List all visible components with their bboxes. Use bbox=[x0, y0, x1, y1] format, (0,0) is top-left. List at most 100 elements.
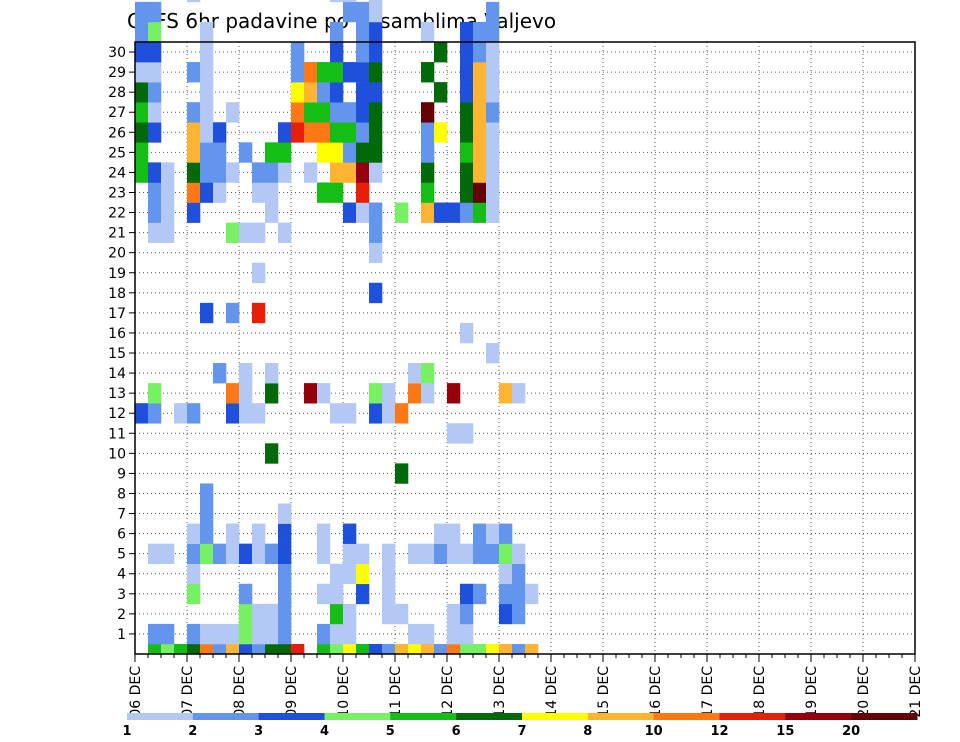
colorbar-label: 1 bbox=[122, 724, 131, 739]
heatmap-cell bbox=[291, 62, 305, 83]
heatmap-cell bbox=[369, 282, 383, 304]
heatmap-cell bbox=[369, 82, 383, 103]
heatmap-cell bbox=[239, 222, 253, 243]
heatmap-cell bbox=[512, 563, 526, 585]
heatmap-cell bbox=[434, 82, 448, 103]
heatmap-cell bbox=[278, 583, 292, 605]
heatmap-cell bbox=[330, 122, 344, 143]
heatmap-cell bbox=[473, 583, 487, 605]
heatmap-cell bbox=[330, 583, 344, 605]
heatmap-cell bbox=[148, 182, 162, 203]
heatmap-cell bbox=[408, 543, 422, 565]
heatmap-cell bbox=[161, 162, 175, 183]
y-tick-label: 12 bbox=[108, 406, 126, 422]
heatmap-cell bbox=[252, 222, 266, 243]
heatmap-cell bbox=[343, 102, 357, 123]
y-tick-label: 16 bbox=[108, 326, 126, 342]
heatmap-cell bbox=[473, 162, 487, 183]
heatmap-cell bbox=[460, 102, 474, 123]
colorbar-label: 5 bbox=[386, 724, 395, 739]
heatmap-cell bbox=[317, 583, 331, 605]
heatmap-cell bbox=[447, 603, 461, 625]
y-tick-label: 24 bbox=[108, 165, 126, 181]
heatmap-cell bbox=[486, 122, 500, 143]
colorbar-label: 8 bbox=[583, 724, 592, 739]
heatmap-cell bbox=[317, 543, 331, 565]
colorbar-swatch bbox=[719, 713, 786, 720]
heatmap-cell bbox=[421, 383, 435, 404]
heatmap-cell bbox=[369, 0, 383, 3]
heatmap-cell bbox=[421, 182, 435, 203]
colorbar-legend: 1 2 3 4 5 6 7 8 10 12 15 20 bbox=[122, 713, 918, 739]
heatmap-cell bbox=[278, 122, 292, 143]
heatmap-cell bbox=[161, 182, 175, 203]
heatmap-cell bbox=[317, 623, 331, 645]
heatmap-cell bbox=[369, 403, 383, 424]
heatmap-cell bbox=[369, 162, 383, 183]
heatmap-cell bbox=[148, 82, 162, 103]
heatmap-cell bbox=[278, 603, 292, 625]
y-tick-label: 27 bbox=[108, 105, 126, 121]
heatmap-cell bbox=[382, 583, 396, 605]
heatmap-cell bbox=[148, 1, 162, 23]
heatmap-cell bbox=[317, 62, 331, 83]
heatmap-cell bbox=[239, 363, 253, 384]
x-tick-label: 07 DEC bbox=[180, 666, 196, 718]
heatmap-cell bbox=[239, 403, 253, 424]
x-tick-label: 08 DEC bbox=[232, 666, 248, 718]
heatmap-cell bbox=[343, 1, 357, 23]
heatmap-cell bbox=[278, 222, 292, 243]
heatmap-cell bbox=[486, 42, 500, 63]
heatmap-cell bbox=[486, 21, 500, 43]
heatmap-cell bbox=[226, 383, 240, 404]
heatmap-cell bbox=[525, 643, 539, 655]
heatmap-cell bbox=[239, 383, 253, 404]
heatmap-cell bbox=[213, 363, 227, 384]
heatmap-cell bbox=[473, 42, 487, 63]
heatmap-cell bbox=[174, 403, 188, 424]
heatmap-cell bbox=[252, 543, 266, 565]
heatmap-cell bbox=[486, 162, 500, 183]
heatmap-cell bbox=[278, 643, 292, 655]
heatmap-cell bbox=[382, 383, 396, 404]
heatmap-cell bbox=[499, 383, 513, 404]
heatmap-cell bbox=[278, 563, 292, 585]
heatmap-cell bbox=[343, 62, 357, 83]
heatmap-cell bbox=[135, 162, 149, 183]
heatmap-cell bbox=[265, 162, 279, 183]
heatmap-cell bbox=[460, 643, 474, 655]
heatmap-cell bbox=[304, 102, 318, 123]
heatmap-cell bbox=[278, 623, 292, 645]
heatmap-cell bbox=[343, 142, 357, 163]
heatmap-cell bbox=[395, 202, 409, 223]
x-tick-label: 06 DEC bbox=[128, 666, 144, 718]
heatmap-cell bbox=[187, 182, 201, 203]
heatmap-cell bbox=[447, 383, 461, 404]
colorbar-label: 6 bbox=[452, 724, 461, 739]
heatmap-cell bbox=[148, 21, 162, 43]
heatmap-cell bbox=[356, 102, 370, 123]
colorbar-swatch bbox=[390, 713, 457, 720]
heatmap-cell bbox=[421, 102, 435, 123]
heatmap-cell bbox=[291, 42, 305, 63]
y-tick-label: 20 bbox=[108, 246, 126, 262]
heatmap-cell bbox=[512, 603, 526, 625]
heatmap-cell bbox=[226, 222, 240, 243]
heatmap-cell bbox=[369, 242, 383, 264]
heatmap-cell bbox=[330, 102, 344, 123]
heatmap-cell bbox=[369, 42, 383, 63]
heatmap-cell bbox=[161, 643, 175, 655]
heatmap-cell bbox=[200, 21, 214, 43]
heatmap-cell bbox=[317, 82, 331, 103]
heatmap-cell bbox=[486, 182, 500, 203]
heatmap-cell bbox=[395, 403, 409, 424]
y-tick-label: 7 bbox=[117, 507, 126, 523]
colorbar-swatch bbox=[785, 713, 852, 720]
heatmap-cell bbox=[343, 563, 357, 585]
heatmap-cell bbox=[317, 643, 331, 655]
heatmap-cell bbox=[239, 623, 253, 645]
heatmap-cell bbox=[473, 122, 487, 143]
heatmap-cell bbox=[278, 503, 292, 524]
heatmap-cell bbox=[343, 643, 357, 655]
